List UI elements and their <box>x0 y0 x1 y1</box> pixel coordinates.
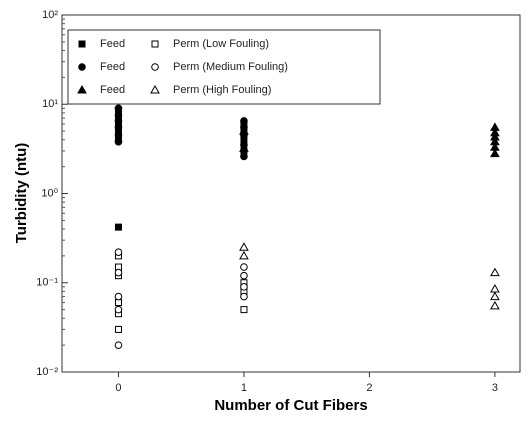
marker-circle <box>114 123 123 132</box>
marker-square <box>114 299 122 307</box>
marker-triangle <box>490 148 500 158</box>
x-tick-label: 3 <box>492 382 498 394</box>
marker-triangle <box>490 136 500 146</box>
marker-square <box>151 40 159 48</box>
legend-label: Feed <box>100 38 125 50</box>
marker-triangle <box>490 291 500 301</box>
marker-circle <box>114 268 123 277</box>
marker-circle <box>240 271 248 280</box>
marker-circle <box>240 292 248 301</box>
y-tick-label: 10⁰ <box>41 187 58 199</box>
marker-circle <box>114 111 123 120</box>
marker-circle <box>114 131 123 140</box>
marker-triangle <box>490 267 500 277</box>
marker-circle <box>114 341 123 349</box>
legend-label: Perm (Low Fouling) <box>173 38 269 50</box>
legend-label: Perm (High Fouling) <box>173 84 271 96</box>
marker-triangle <box>490 300 500 310</box>
marker-triangle <box>490 142 500 151</box>
marker-circle <box>114 292 123 301</box>
marker-circle <box>78 63 86 71</box>
x-tick-label: 0 <box>115 382 121 394</box>
y-tick-label: 10² <box>42 9 58 21</box>
marker-square <box>114 223 122 231</box>
marker-circle <box>151 63 159 71</box>
y-axis-title: Turbidity (ntu) <box>13 143 30 244</box>
marker-triangle <box>490 284 500 293</box>
marker-triangle <box>490 131 500 141</box>
marker-triangle <box>239 126 249 135</box>
marker-triangle <box>239 242 249 251</box>
marker-triangle <box>150 84 160 94</box>
marker-circle <box>114 248 123 256</box>
x-tick-label: 1 <box>241 382 247 394</box>
marker-triangle <box>239 143 249 152</box>
legend-label: Feed <box>100 61 125 73</box>
marker-square <box>114 325 122 333</box>
marker-circle <box>114 137 123 146</box>
marker-triangle <box>490 122 500 131</box>
y-tick-label: 10⁻² <box>36 366 58 378</box>
y-tick-label: 10⁻¹ <box>36 277 58 289</box>
y-tick-label: 10¹ <box>42 98 58 110</box>
marker-circle <box>240 152 248 161</box>
marker-circle <box>114 305 123 314</box>
marker-circle <box>240 283 248 291</box>
x-tick-label: 2 <box>366 382 372 394</box>
marker-square <box>78 40 86 48</box>
legend-label: Feed <box>100 84 125 96</box>
legend-label: Perm (Medium Fouling) <box>173 61 288 73</box>
marker-circle <box>240 117 248 125</box>
marker-triangle <box>77 84 87 94</box>
marker-circle <box>114 104 123 113</box>
legend-box <box>67 29 381 105</box>
marker-circle <box>240 263 248 271</box>
x-axis-title: Number of Cut Fibers <box>214 397 367 414</box>
marker-square <box>240 306 248 314</box>
marker-triangle <box>490 127 500 137</box>
marker-triangle <box>239 250 249 260</box>
